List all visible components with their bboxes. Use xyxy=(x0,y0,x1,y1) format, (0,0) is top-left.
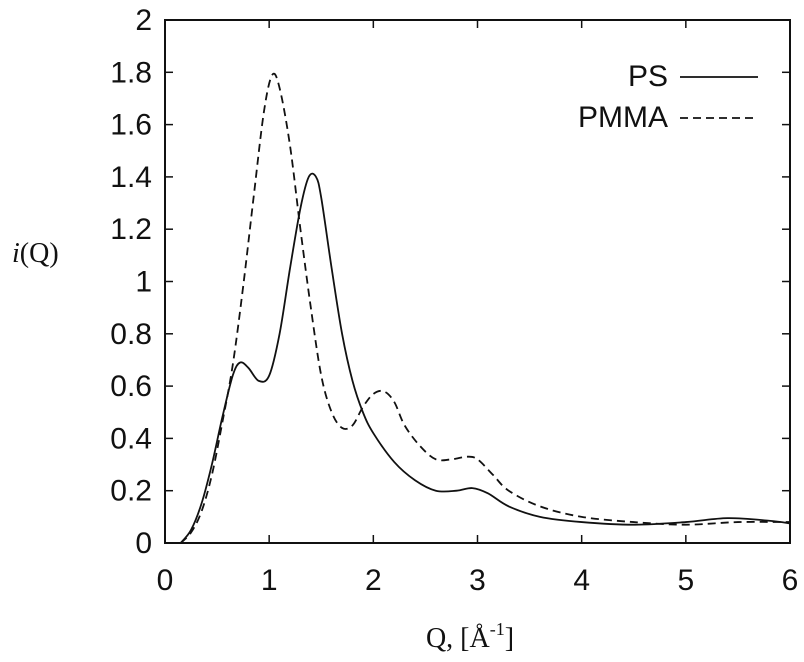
plot-frame xyxy=(164,19,791,544)
x-tick-label: 0 xyxy=(157,564,174,597)
series-line-ps xyxy=(179,172,791,544)
y-tick-label: 2 xyxy=(135,4,152,37)
x-tick-label: 4 xyxy=(573,564,590,597)
x-axis-label: Q, [Å-1] xyxy=(426,619,514,654)
y-tick-label: 1.4 xyxy=(110,161,152,194)
x-tick-label: 1 xyxy=(261,564,278,597)
y-tick-label: 0.6 xyxy=(110,370,152,403)
y-tick-label: 1.2 xyxy=(110,213,152,246)
x-tick-label: 6 xyxy=(782,564,799,597)
y-axis-label: i(Q) xyxy=(12,238,59,269)
legend-label-ps: PS xyxy=(628,60,668,93)
x-tick-label: 2 xyxy=(365,564,382,597)
x-tick-label: 3 xyxy=(469,564,486,597)
ticks: 0 1 2 3 4 5 6 0 0.2 0.4 0.6 0.8 1 1.2 1.4 1.6 1.8 2 xyxy=(110,4,798,597)
y-tick-label: 0 xyxy=(135,527,152,560)
y-tick-label: 1 xyxy=(135,266,152,299)
legend: PS PMMA xyxy=(578,60,758,134)
y-tick-label: 1.6 xyxy=(110,109,152,142)
y-tick-label: 1.8 xyxy=(110,56,152,89)
series-line-pmma xyxy=(179,72,791,544)
y-tick-label: 0.4 xyxy=(110,422,152,455)
y-tick-label: 0.8 xyxy=(110,318,152,351)
series-lines xyxy=(179,72,791,544)
legend-label-pmma: PMMA xyxy=(578,101,668,134)
y-tick-label: 0.2 xyxy=(110,475,152,508)
x-tick-label: 5 xyxy=(677,564,694,597)
